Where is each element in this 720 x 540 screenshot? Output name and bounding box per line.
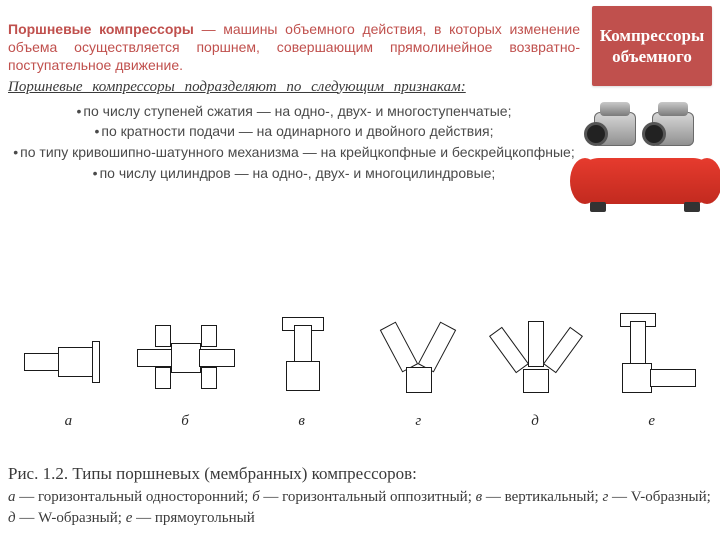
title-badge: Компрессоры объемного [592, 6, 712, 86]
subheading: Поршневые компрессоры подразделяют по сл… [8, 79, 580, 96]
leg-icon [590, 202, 606, 212]
flywheel-icon [584, 122, 608, 146]
legend-value: V-образный [631, 489, 707, 505]
diagram-c: в [243, 307, 360, 430]
legend-key: б [252, 489, 260, 505]
diagram-a: а [10, 307, 127, 430]
legend-value: горизонтальный оппозитный [282, 489, 468, 505]
diagram-label: д [531, 413, 539, 430]
tank-icon [576, 158, 716, 204]
flywheel-icon [642, 122, 666, 146]
legend-value: прямоугольный [155, 510, 255, 526]
legend-value: горизонтальный односторонний [38, 489, 244, 505]
title-badge-text: Компрессоры объемного [596, 25, 708, 68]
legend-key: д [8, 510, 16, 526]
legend-key: е [126, 510, 133, 526]
caption-title: Рис. 1.2. Типы поршневых (мембранных) ко… [8, 462, 712, 487]
list-item: по числу ступеней сжатия — на одно-, дву… [8, 102, 580, 121]
diagram-label: в [298, 413, 305, 430]
diagram-e: д [477, 307, 594, 430]
diagram-label: а [65, 413, 73, 430]
diagram-row: а б в г д [10, 290, 710, 430]
text-column: Поршневые компрессоры — машины объемного… [8, 20, 580, 185]
diagram-d: г [360, 307, 477, 430]
criteria-list: по числу ступеней сжатия — на одно-, дву… [8, 102, 580, 184]
legend-key: г [602, 489, 608, 505]
list-item: по числу цилиндров — на одно-, двух- и м… [8, 164, 580, 183]
diagram-label: б [181, 413, 189, 430]
leg-icon [684, 202, 700, 212]
diagram-label: е [648, 413, 655, 430]
list-item: по кратности подачи — на одинарного и дв… [8, 122, 580, 141]
diagram-f: е [593, 307, 710, 430]
diagram-b: б [127, 307, 244, 430]
lead-paragraph: Поршневые компрессоры — машины объемного… [8, 20, 580, 75]
legend-value: вертикальный [505, 489, 595, 505]
legend-value: W-образный [38, 510, 118, 526]
diagram-label: г [415, 413, 421, 430]
lead-term: Поршневые компрессоры [8, 21, 194, 37]
legend-key: а [8, 489, 16, 505]
compressor-photo [570, 102, 720, 212]
list-item: по типу кривошипно-шатунного механизма —… [8, 143, 580, 162]
figure-caption: Рис. 1.2. Типы поршневых (мембранных) ко… [8, 462, 712, 530]
legend-key: в [476, 489, 483, 505]
caption-legend: а — горизонтальный односторонний; б — го… [8, 487, 712, 531]
